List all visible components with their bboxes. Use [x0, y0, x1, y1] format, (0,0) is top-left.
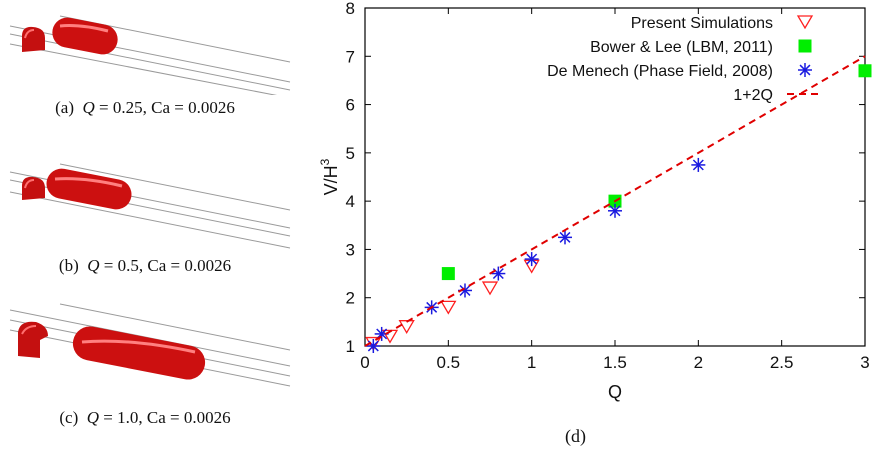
x-tick-label: 0 — [360, 353, 369, 372]
x-tick-label: 1.5 — [603, 353, 627, 372]
y-tick-label: 4 — [346, 192, 355, 211]
x-axis-label: Q — [608, 382, 622, 402]
droplet-b-small — [22, 176, 45, 200]
caption-b-q-value: 0.5 — [117, 256, 139, 275]
caption-c-label: (c) — [59, 408, 79, 427]
data-point — [441, 267, 455, 281]
droplet-render-b — [9, 163, 291, 249]
droplet-render-a — [9, 15, 291, 95]
y-tick-label: 2 — [346, 289, 355, 308]
panel-d-label: (d) — [565, 426, 586, 446]
data-point — [558, 230, 572, 245]
asterisk-stroke — [526, 253, 538, 265]
x-tick-label: 1 — [527, 353, 536, 372]
chart-marks — [364, 55, 872, 353]
caption-a-ca-symbol: Ca — [151, 98, 171, 117]
plot-frame — [364, 7, 866, 347]
legend-label: Bower & Lee (LBM, 2011) — [590, 39, 773, 56]
legend-label: 1+2Q — [733, 87, 773, 104]
data-point — [691, 157, 706, 172]
data-point — [524, 252, 539, 267]
caption-c: (c) Q = 1.0, Ca = 0.0026 — [59, 408, 231, 427]
droplet-a-small — [22, 26, 45, 52]
legend-swatch — [798, 63, 812, 77]
legend-swatch — [796, 15, 814, 30]
data-point — [858, 64, 872, 78]
panel-b: (b) Q = 0.5, Ca = 0.0026 — [0, 150, 300, 275]
caption-c-ca-symbol: Ca — [146, 408, 166, 427]
series-1 — [441, 64, 872, 281]
y-tick-label: 3 — [346, 240, 355, 259]
droplet-render-c — [9, 303, 291, 387]
caption-b-label: (b) — [58, 256, 79, 275]
fit-line — [364, 55, 866, 347]
asterisk-stroke — [799, 64, 811, 76]
channel-lines — [9, 15, 291, 95]
x-tick-label: 2 — [694, 353, 703, 372]
axis-ticks: 0 0.5 1 1.5 2 2.5 3 1 2 3 4 5 6 7 8 — [346, 0, 870, 372]
y-axis-label: V/H3 — [320, 158, 341, 195]
caption-b: (b) Q = 0.5, Ca = 0.0026 — [58, 256, 232, 275]
y-axis-label-sup: 3 — [320, 158, 332, 165]
caption-b-ca-symbol: Ca — [147, 256, 167, 275]
data-point — [398, 320, 415, 334]
asterisk-stroke — [459, 284, 471, 296]
caption-b-q-symbol: Q — [87, 256, 100, 275]
y-tick-label: 1 — [346, 337, 355, 356]
y-tick-label: 8 — [346, 0, 355, 18]
caption-a: (a) Q = 0.25, Ca = 0.0026 — [55, 98, 235, 117]
droplet-b-large — [46, 168, 132, 210]
legend-label: De Menech (Phase Field, 2008) — [547, 63, 773, 80]
series-3 — [364, 55, 866, 347]
panel-c: (c) Q = 1.0, Ca = 0.0026 — [0, 300, 300, 427]
data-point — [608, 203, 622, 218]
chart-d: 0 0.5 1 1.5 2 2.5 3 1 2 3 4 5 6 7 8 Present Simulation… — [320, 0, 872, 402]
legend: Present Simulations Bower & Lee (LBM, 201… — [547, 15, 823, 104]
caption-a-q-value: 0.25 — [112, 98, 143, 117]
asterisk-stroke — [692, 159, 704, 171]
y-tick-label: 6 — [346, 96, 355, 115]
caption-a-ca-value: 0.0026 — [188, 98, 235, 117]
droplet-c-large — [72, 326, 206, 380]
asterisk-stroke — [367, 340, 379, 352]
asterisk-stroke — [492, 268, 504, 280]
caption-c-ca-value: 0.0026 — [183, 408, 231, 427]
caption-a-label: (a) — [55, 98, 74, 117]
caption-a-q-symbol: Q — [82, 98, 95, 117]
caption-c-q-value: 1.0 — [117, 408, 139, 427]
y-tick-label: 7 — [346, 47, 355, 66]
asterisk-stroke — [559, 231, 571, 243]
legend-swatch — [798, 39, 812, 53]
data-point — [381, 329, 399, 344]
droplet-c-small — [18, 321, 48, 358]
x-tick-label: 2.5 — [770, 353, 794, 372]
caption-b-ca-value: 0.0026 — [184, 256, 232, 275]
x-tick-label: 3 — [860, 353, 869, 372]
x-tick-label: 0.5 — [437, 353, 461, 372]
data-point — [440, 300, 457, 315]
legend-label: Present Simulations — [631, 15, 773, 32]
data-point — [481, 281, 499, 296]
y-tick-label: 5 — [346, 144, 355, 163]
data-point — [491, 266, 506, 281]
data-point — [366, 339, 381, 353]
series-2 — [366, 157, 706, 353]
droplet-a-large — [52, 17, 118, 55]
asterisk-stroke — [609, 205, 621, 217]
panel-a: (a) Q = 0.25, Ca = 0.0026 — [0, 0, 300, 120]
y-axis-label-base: V/H — [321, 165, 341, 195]
caption-c-q-symbol: Q — [86, 408, 100, 427]
